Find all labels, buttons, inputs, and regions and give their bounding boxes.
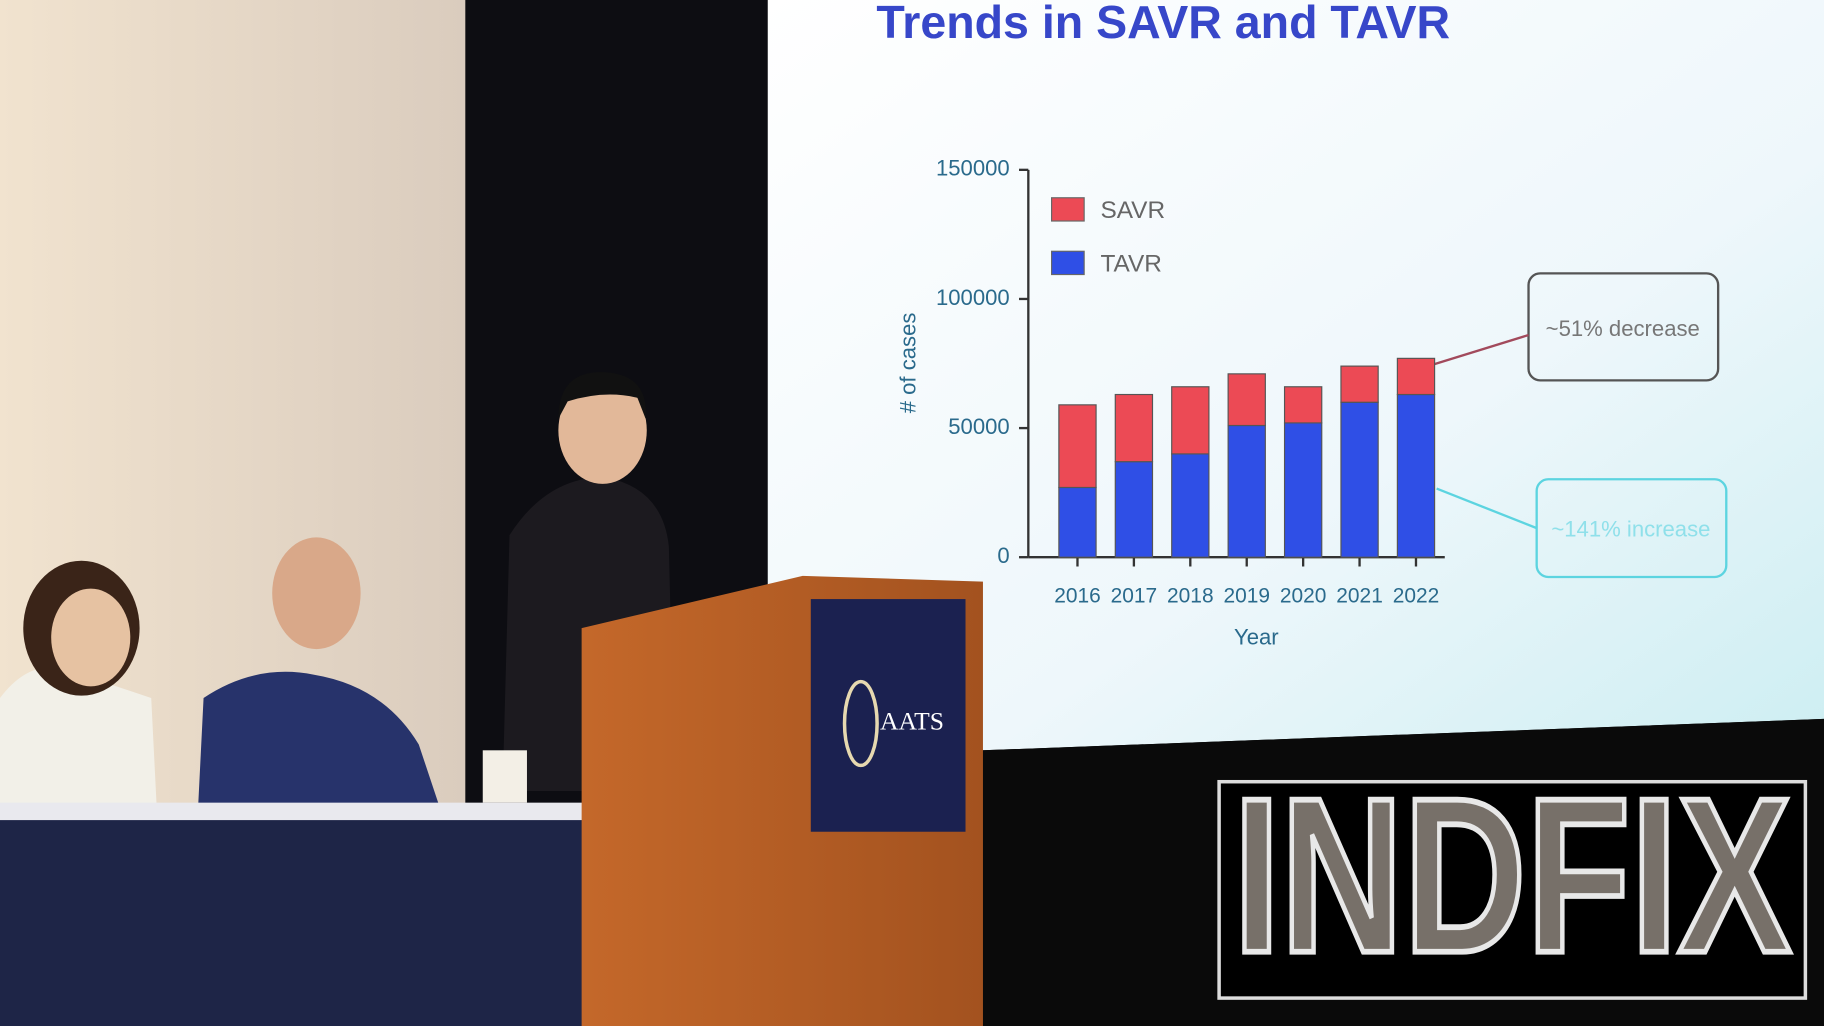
bar	[1171, 386, 1210, 455]
annotation-box	[1527, 272, 1720, 382]
face	[51, 588, 131, 687]
bar	[1058, 486, 1097, 558]
bar	[1114, 461, 1154, 558]
bar	[1340, 401, 1379, 558]
bar	[1396, 357, 1436, 396]
x-tick-label: 2016	[1054, 584, 1101, 607]
y-tick-label: 0	[997, 543, 1009, 568]
bar	[1340, 365, 1379, 403]
projection-screen	[767, 0, 1824, 751]
chart: Trends in SAVR and TAVR # of cases Year …	[876, 0, 1728, 649]
annotation: ~51% decrease	[1546, 316, 1700, 341]
x-tick-label: 2021	[1336, 584, 1383, 607]
logo-shield	[842, 679, 879, 768]
x-tick-label: 2017	[1111, 584, 1158, 607]
watermark-box	[1217, 779, 1808, 1000]
hair	[558, 372, 646, 419]
legend-label: TAVR	[1100, 251, 1161, 278]
annotation: ~141% increase	[1551, 516, 1710, 541]
podium-logo: AATS	[880, 706, 944, 735]
legend-label: SAVR	[1100, 197, 1165, 224]
people	[0, 372, 675, 815]
annotation-arrow	[1430, 333, 1529, 367]
y-tick-label: 100000	[936, 285, 1010, 310]
bar	[1283, 422, 1323, 558]
bar	[1227, 373, 1266, 427]
legend-swatch	[1051, 250, 1085, 276]
person	[0, 666, 158, 815]
bar	[1283, 386, 1323, 424]
x-tick-label: 2022	[1393, 584, 1440, 607]
chart-title: Trends in SAVR and TAVR	[876, 0, 1450, 48]
podium-panel	[810, 599, 966, 832]
bar	[1396, 393, 1436, 558]
annotation-arrow	[1436, 487, 1538, 530]
bar	[1058, 404, 1097, 489]
bar	[1171, 453, 1210, 558]
watermark: INDFIX	[1233, 752, 1791, 999]
legend-swatch	[1051, 197, 1085, 222]
face	[558, 376, 647, 484]
cup	[482, 750, 527, 803]
x-tick-label: 2019	[1223, 584, 1270, 607]
y-tick-label: 50000	[948, 414, 1009, 439]
x-axis-label: Year	[1234, 624, 1279, 649]
y-tick-label: 150000	[936, 156, 1010, 181]
person	[197, 671, 443, 815]
y-axis-label: # of cases	[896, 313, 921, 414]
bar	[1227, 424, 1266, 558]
face	[272, 537, 361, 650]
x-tick-label: 2020	[1280, 584, 1327, 607]
x-tick-label: 2018	[1167, 584, 1214, 607]
bar	[1114, 393, 1154, 463]
